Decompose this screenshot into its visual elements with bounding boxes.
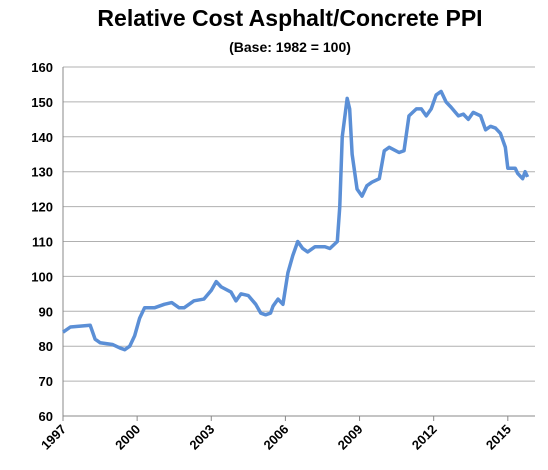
x-tick-label: 2012 (409, 422, 440, 453)
y-tick-label: 100 (31, 269, 53, 284)
y-tick-label: 70 (39, 374, 53, 389)
y-tick-label: 140 (31, 130, 53, 145)
chart-title: Relative Cost Asphalt/Concrete PPI (97, 5, 482, 31)
x-tick-label: 1997 (38, 422, 69, 453)
y-tick-label: 130 (31, 165, 53, 180)
x-tick-label: 2000 (112, 422, 143, 453)
x-tick-label: 2003 (186, 422, 217, 453)
y-tick-label: 120 (31, 200, 53, 215)
chart-subtitle: (Base: 1982 = 100) (229, 39, 351, 55)
x-tick-label: 2015 (483, 422, 514, 453)
line (61, 89, 530, 352)
y-tick-label: 80 (39, 339, 53, 354)
y-tick-label: 110 (32, 235, 53, 250)
y-tick-label: 60 (39, 409, 53, 424)
x-tick-label: 2009 (335, 422, 366, 453)
y-tick-label: 90 (39, 304, 53, 319)
x-tick-label: 2006 (260, 422, 291, 453)
y-tick-label: 150 (31, 95, 53, 110)
y-tick-label: 160 (31, 60, 53, 75)
